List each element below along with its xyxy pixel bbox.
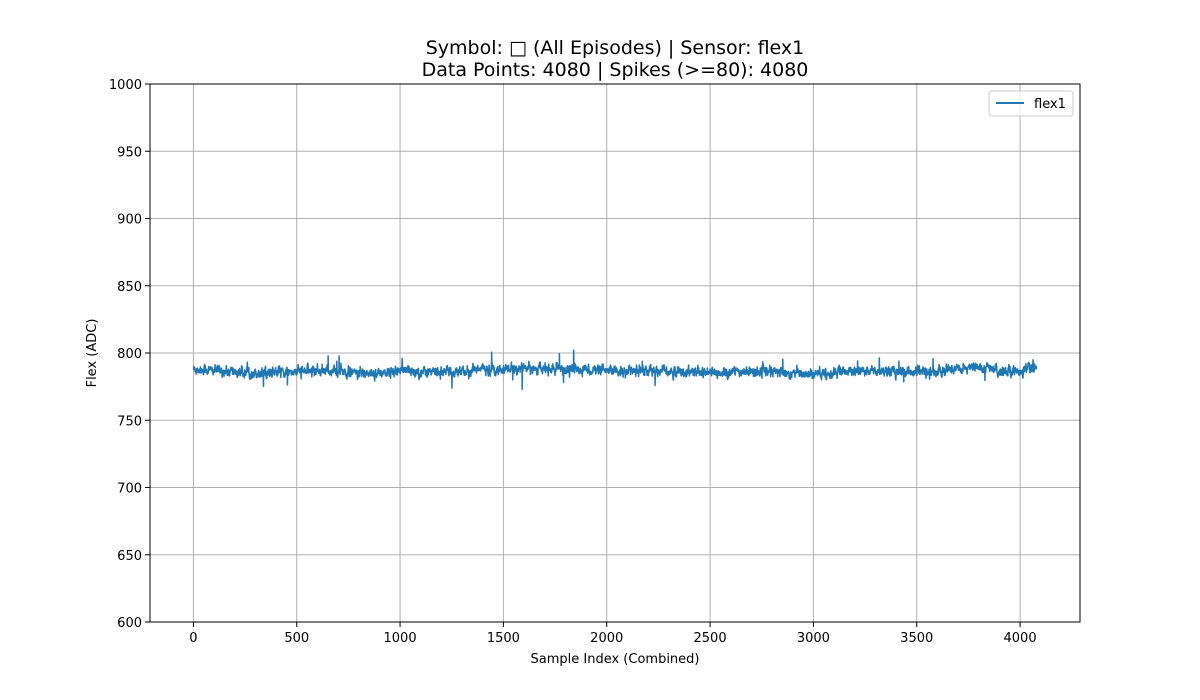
y-tick-label: 800 — [117, 347, 142, 362]
y-tick-label: 950 — [117, 145, 142, 160]
y-tick-label: 850 — [117, 280, 142, 295]
legend: flex1 — [988, 90, 1074, 117]
x-tick-label: 500 — [284, 631, 309, 646]
y-tick-label: 650 — [117, 549, 142, 564]
series-line-flex1 — [192, 349, 1038, 391]
x-tick-label: 1500 — [487, 631, 520, 646]
y-axis-label: Flex (ADC) — [85, 319, 100, 388]
y-tick-label: 1000 — [109, 78, 142, 93]
x-tick-label: 1000 — [384, 631, 417, 646]
x-tick-label: 2000 — [590, 631, 623, 646]
y-tick-label: 600 — [117, 616, 142, 631]
legend-label-flex1: flex1 — [1034, 97, 1066, 112]
x-tick-label: 2500 — [694, 631, 727, 646]
x-axis-label: Sample Index (Combined) — [531, 652, 700, 667]
chart-title-line-2: Data Points: 4080 | Spikes (>=80): 4080 — [422, 59, 809, 81]
legend-box — [988, 90, 1074, 117]
series-group — [192, 349, 1038, 391]
y-tick-label: 750 — [117, 414, 142, 429]
y-tick-label: 700 — [117, 482, 142, 497]
x-tick-label: 0 — [189, 631, 197, 646]
x-axis-ticks: 0 500 1000 1500 2000 2500 3000 3500 4000 — [189, 622, 1037, 646]
x-tick-label: 3500 — [900, 631, 933, 646]
x-tick-label: 3000 — [797, 631, 830, 646]
y-axis-ticks: 600 650 700 750 800 850 900 950 1000 — [109, 78, 150, 631]
y-tick-label: 900 — [117, 213, 142, 228]
x-tick-label: 4000 — [1004, 631, 1037, 646]
chart-title-line-1: Symbol: □ (All Episodes) | Sensor: flex1 — [426, 37, 805, 59]
